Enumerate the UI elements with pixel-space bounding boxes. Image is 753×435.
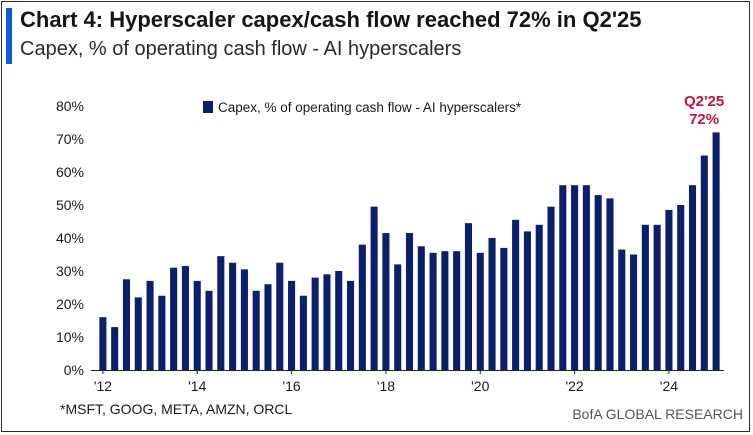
bar — [170, 267, 178, 370]
bar — [229, 262, 237, 370]
callout-value-label: 72% — [689, 111, 719, 128]
bar — [700, 155, 708, 370]
bar — [535, 224, 543, 370]
bar — [606, 198, 614, 370]
bar — [464, 223, 472, 370]
bar — [441, 251, 449, 370]
bar — [146, 280, 154, 370]
x-tick-label: '16 — [282, 378, 300, 394]
footnote: *MSFT, GOOG, META, AMZN, ORCL — [60, 401, 293, 417]
bar — [358, 244, 366, 370]
bar — [688, 185, 697, 370]
x-tick-label: '24 — [660, 378, 678, 394]
bar — [559, 185, 567, 370]
bar — [311, 277, 319, 370]
bar — [641, 224, 649, 370]
bar — [134, 297, 142, 370]
bar — [240, 269, 248, 370]
callout-period-label: Q2'25 — [684, 93, 724, 110]
bar — [476, 252, 484, 370]
bar — [205, 290, 213, 370]
y-tick-label: 80% — [56, 98, 84, 114]
bar — [594, 195, 602, 370]
bar — [382, 233, 390, 370]
x-tick-label: '18 — [377, 378, 395, 394]
bar — [417, 246, 425, 370]
bar — [288, 280, 296, 370]
bar — [712, 132, 720, 370]
y-tick-label: 10% — [56, 329, 84, 345]
y-tick-label: 50% — [56, 197, 84, 213]
bar — [347, 280, 355, 370]
bar — [571, 185, 579, 370]
bar — [488, 238, 496, 370]
title-accent-bar — [6, 8, 12, 64]
bar — [523, 231, 531, 370]
chart-subtitle: Capex, % of operating cash flow - AI hyp… — [20, 38, 462, 60]
x-tick-label: '12 — [94, 378, 112, 394]
x-tick-label: '14 — [188, 378, 206, 394]
bar — [111, 327, 119, 370]
bar — [653, 224, 661, 370]
bar — [252, 290, 260, 370]
source-label: BofA GLOBAL RESEARCH — [572, 406, 743, 422]
x-tick-label: '22 — [565, 378, 583, 394]
y-tick-label: 0% — [64, 362, 84, 378]
bar — [512, 219, 520, 370]
bar — [405, 233, 414, 370]
y-tick-label: 70% — [56, 131, 84, 147]
bar — [547, 206, 555, 370]
x-tick-label: '20 — [471, 378, 489, 394]
bar — [665, 209, 673, 370]
legend-label: Capex, % of operating cash flow - AI hyp… — [218, 100, 522, 115]
bar — [370, 206, 378, 370]
bar — [500, 247, 508, 370]
bar — [299, 295, 307, 370]
y-tick-label: 20% — [56, 296, 84, 312]
bar — [453, 251, 461, 370]
y-tick-label: 60% — [56, 164, 84, 180]
y-tick-label: 40% — [56, 230, 84, 246]
bar — [630, 254, 638, 370]
bar — [394, 264, 402, 370]
legend-swatch — [203, 101, 213, 113]
y-tick-label: 30% — [56, 263, 84, 279]
bar — [217, 256, 225, 370]
bar — [193, 280, 201, 370]
bar — [618, 249, 626, 370]
bar — [429, 252, 437, 370]
bar — [99, 317, 107, 370]
chart-title: Chart 4: Hyperscaler capex/cash flow rea… — [20, 7, 642, 32]
bar — [582, 185, 590, 370]
bar — [335, 271, 343, 370]
bar — [122, 279, 131, 370]
bar — [677, 205, 685, 370]
bar — [264, 284, 272, 370]
bar — [158, 295, 166, 370]
bar — [181, 266, 189, 370]
bar — [323, 274, 331, 370]
bar — [276, 262, 284, 370]
